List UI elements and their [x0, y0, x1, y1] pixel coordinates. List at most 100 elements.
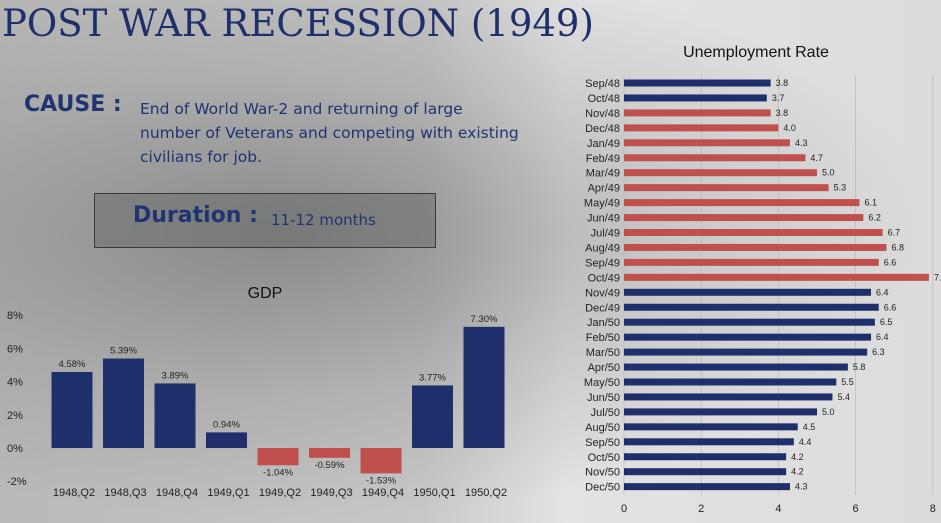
unemployment-data-label: 3.8 [776, 78, 789, 88]
gdp-bar [309, 448, 350, 458]
gdp-y-axis: -2% 0% 2% 4% 6% 8% [7, 310, 27, 488]
unemployment-bar [624, 79, 771, 87]
unemployment-bar [624, 408, 817, 416]
gdp-category-label: 1950,Q2 [465, 487, 507, 499]
unemployment-category-label: Jul/49 [591, 228, 620, 240]
gdp-bar [412, 385, 453, 448]
unemployment-category-label: Aug/50 [585, 422, 620, 434]
unemployment-category-label: Dec/48 [585, 123, 620, 135]
unemployment-data-label: 4.7 [810, 153, 823, 163]
unemployment-bar [624, 199, 860, 207]
cause-text: End of World War-2 and returning of larg… [140, 100, 519, 166]
unemployment-category-label: Dec/49 [585, 302, 620, 314]
unemployment-bar [624, 169, 817, 177]
unemployment-data-label: 3.8 [776, 108, 789, 118]
unemployment-category-label: Jun/50 [587, 392, 620, 404]
unemployment-category-label: Sep/50 [585, 437, 620, 449]
unemployment-data-label: 6.4 [876, 332, 889, 342]
unemployment-bar [624, 243, 887, 251]
gdp-bar [360, 448, 402, 474]
unemployment-data-label: 5.8 [853, 362, 866, 372]
unemployment-data-label: 6.1 [864, 198, 877, 208]
unemployment-bar [624, 273, 929, 281]
gdp-bar [103, 358, 144, 448]
unemployment-data-label: 4.5 [803, 422, 816, 432]
unemployment-data-label: 6.6 [884, 257, 897, 267]
unemployment-bar [624, 139, 790, 147]
unemployment-x-tick: 0 [621, 503, 627, 515]
unemployment-category-label: Aug/49 [585, 242, 620, 254]
unemployment-bar [624, 393, 833, 401]
unemployment-x-axis: 0 2 4 6 8 [621, 503, 936, 515]
gdp-data-label: 5.39% [110, 346, 137, 357]
cause-label: CAUSE : [24, 92, 122, 117]
unemployment-bar [624, 333, 872, 341]
unemployment-data-label: 4.0 [783, 123, 796, 133]
unemployment-category-label: Oct/50 [588, 452, 620, 464]
unemployment-data-label: 5.4 [837, 392, 850, 402]
unemployment-x-tick: 8 [930, 503, 936, 515]
unemployment-bar [624, 124, 779, 132]
unemployment-category-label: Nov/48 [585, 108, 620, 120]
unemployment-category-label: Nov/49 [585, 287, 620, 299]
gdp-data-label: 0.94% [213, 419, 240, 430]
unemployment-bar [624, 483, 790, 491]
unemployment-category-label: Apr/50 [588, 362, 620, 374]
gdp-category-label: 1948,Q2 [53, 487, 95, 499]
unemployment-bar [624, 184, 829, 192]
unemployment-category-label: Dec/50 [585, 482, 620, 494]
unemployment-bar [624, 303, 879, 311]
unemployment-data-label: 6.4 [876, 287, 889, 297]
duration-label: Duration : [133, 203, 258, 228]
unemployment-category-label: Oct/49 [588, 272, 620, 284]
unemployment-data-label: 3.7 [772, 93, 785, 103]
unemployment-data-label: 6.7 [888, 228, 901, 238]
unemployment-data-label: 4.2 [791, 452, 804, 462]
unemployment-data-label: 5.5 [841, 377, 854, 387]
unemployment-bars [624, 79, 929, 491]
unemployment-data-label: 5.3 [834, 183, 847, 193]
unemployment-category-label: Apr/49 [588, 183, 620, 195]
unemployment-bar [624, 258, 879, 266]
unemployment-bar [624, 288, 872, 296]
gdp-y-tick: 8% [7, 310, 23, 322]
gdp-data-label: -1.53% [366, 475, 397, 486]
unemployment-category-label: May/50 [584, 377, 620, 389]
unemployment-data-label: 6.2 [868, 213, 881, 223]
unemployment-category-label: Jul/50 [591, 407, 620, 419]
unemployment-x-tick: 2 [698, 503, 704, 515]
gdp-y-tick: 6% [7, 343, 23, 355]
gdp-category-label: 1948,Q4 [156, 487, 198, 499]
gdp-category-label: 1949,Q1 [207, 487, 249, 499]
gdp-data-label: 3.77% [419, 372, 446, 383]
unemployment-category-label: Jan/49 [587, 138, 620, 150]
unemployment-bar [624, 154, 806, 162]
gdp-chart-title: GDP [248, 285, 283, 302]
unemployment-category-label: May/49 [584, 198, 620, 210]
unemployment-bar [624, 378, 837, 386]
unemployment-data-label: 5.0 [822, 168, 835, 178]
unemployment-y-axis: Sep/48 Oct/48 Nov/48 Dec/48 Jan/49 Feb/49 Mar/… [584, 78, 620, 494]
page-title: POST WAR RECESSION (1949) [2, 2, 594, 45]
unemployment-bar [624, 468, 787, 476]
gdp-x-axis: 1948,Q2 1948,Q3 1948,Q4 1949,Q1 1949,Q2 1949,… [53, 487, 507, 499]
unemployment-data-label: 6.6 [884, 302, 897, 312]
unemployment-bar [624, 94, 767, 102]
unemployment-data-label: 6.3 [872, 347, 885, 357]
gdp-y-tick: 2% [7, 410, 23, 422]
gdp-y-tick: -2% [7, 476, 27, 488]
unemployment-data-label: 4.3 [795, 138, 808, 148]
unemployment-x-tick: 6 [853, 503, 859, 515]
gdp-category-label: 1949,Q4 [362, 487, 404, 499]
gdp-bar [463, 326, 505, 448]
gdp-category-label: 1949,Q3 [310, 487, 352, 499]
unemployment-data-label: 4.3 [795, 482, 808, 492]
gdp-data-label: 4.58% [59, 359, 86, 370]
unemployment-data-labels: 3.83.73.84.04.34.75.05.36.16.26.76.86.67… [772, 78, 941, 492]
unemployment-data-label: 4.4 [799, 437, 812, 447]
unemployment-bar [624, 214, 864, 222]
gdp-y-tick: 0% [7, 443, 23, 455]
gdp-bar [51, 371, 93, 448]
